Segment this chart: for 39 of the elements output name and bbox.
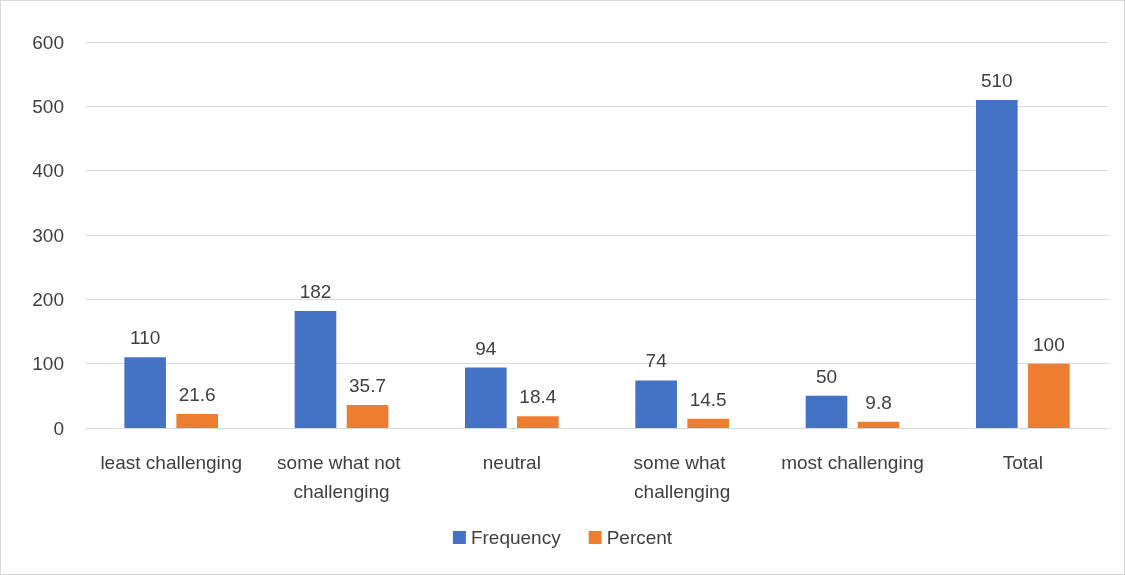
bar bbox=[975, 99, 1018, 428]
x-tick-label: most challenging bbox=[781, 452, 924, 473]
data-label: 100 bbox=[1033, 333, 1065, 355]
data-label: 50 bbox=[815, 365, 838, 387]
y-tick-label: 500 bbox=[32, 95, 64, 117]
bar bbox=[805, 395, 848, 428]
bar bbox=[124, 357, 166, 428]
x-tick-label: Total bbox=[1002, 452, 1043, 473]
data-label: 18.4 bbox=[519, 386, 557, 408]
bar bbox=[1028, 363, 1070, 428]
data-label: 182 bbox=[299, 280, 332, 302]
y-tick-label: 0 bbox=[53, 417, 64, 439]
bar bbox=[464, 367, 507, 428]
bar bbox=[635, 380, 677, 428]
data-label: 94 bbox=[475, 337, 497, 359]
x-tick-label: some what not challenging bbox=[277, 452, 406, 502]
data-label: 21.6 bbox=[178, 384, 216, 406]
y-tick-label: 200 bbox=[32, 288, 64, 310]
bar bbox=[687, 418, 730, 428]
x-tick-label: neutral bbox=[482, 452, 541, 473]
data-label: 14.5 bbox=[689, 388, 727, 410]
bar bbox=[517, 416, 559, 428]
bar bbox=[346, 405, 389, 428]
bar bbox=[857, 421, 900, 428]
y-tick-label: 300 bbox=[32, 224, 64, 246]
data-label: 510 bbox=[980, 69, 1013, 91]
y-tick-label: 100 bbox=[32, 353, 64, 375]
y-tick-label: 400 bbox=[32, 160, 64, 182]
data-label: 110 bbox=[130, 327, 161, 349]
x-tick-label: least challenging bbox=[100, 452, 242, 473]
bar bbox=[176, 414, 219, 428]
legend-label: Percent bbox=[606, 527, 673, 548]
bar bbox=[294, 310, 337, 428]
legend-label: Frequency bbox=[470, 527, 562, 548]
x-tick-label: some what challenging bbox=[633, 452, 731, 502]
data-label: 35.7 bbox=[349, 375, 387, 397]
data-label: 74 bbox=[645, 350, 668, 372]
y-tick-label: 600 bbox=[32, 31, 64, 53]
data-label: 9.8 bbox=[865, 391, 892, 413]
